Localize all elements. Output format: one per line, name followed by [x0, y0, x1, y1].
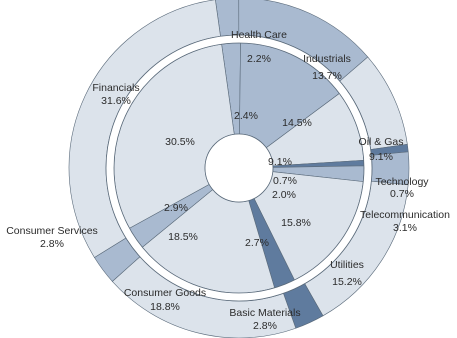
outer-label-industrials-value: 13.7%	[312, 70, 342, 82]
inner-label-oil-and-gas-value: 9.1%	[268, 156, 292, 168]
center-hole	[204, 133, 274, 203]
inner-ring-labels: 2.4% 14.5% 9.1% 0.7% 2.0% 15.8% 2.7% 18.5% 2.9% 3…	[164, 110, 312, 249]
outer-label-oil-and-gas-value: 9.1%	[369, 151, 393, 163]
outer-label-telecommunication-name: Telecommunication	[360, 209, 450, 221]
outer-label-telecommunication-value: 3.1%	[393, 222, 417, 234]
outer-label-consumer-goods-value: 18.8%	[150, 301, 180, 313]
inner-label-financials-value: 30.5%	[165, 136, 195, 148]
inner-label-basic-materials-value: 2.7%	[245, 237, 269, 249]
outer-label-oil-and-gas-name: Oil & Gas	[359, 136, 404, 148]
inner-label-consumer-goods-value: 18.5%	[168, 231, 198, 243]
outer-label-utilities-name: Utilities	[330, 259, 364, 271]
outer-label-consumer-goods-name: Consumer Goods	[124, 287, 206, 299]
inner-label-industrials-value: 14.5%	[282, 117, 312, 129]
outer-label-consumer-services-value: 2.8%	[40, 238, 64, 250]
inner-ring	[105, 34, 373, 302]
outer-label-technology-name: Technology	[375, 176, 429, 188]
ring-separator	[106, 35, 372, 301]
inner-label-consumer-services-value: 2.9%	[164, 202, 188, 214]
inner-label-technology-value: 0.7%	[273, 175, 297, 187]
inner-label-utilities-value: 15.8%	[281, 217, 311, 229]
outer-label-financials-value: 31.6%	[101, 95, 131, 107]
outer-label-consumer-services-name: Consumer Services	[6, 225, 98, 237]
inner-label-health-care-value: 2.4%	[234, 110, 258, 122]
outer-label-utilities-value: 15.2%	[332, 276, 362, 288]
outer-label-health-care-value: 2.2%	[247, 53, 271, 65]
outer-label-health-care-name: Health Care	[231, 29, 287, 41]
outer-label-technology-value: 0.7%	[390, 188, 414, 200]
outer-ring-inner-edge	[105, 34, 373, 302]
outer-label-basic-materials-value: 2.8%	[253, 320, 277, 332]
outer-label-financials-name: Financials	[92, 82, 139, 94]
inner-label-telecommunication-value: 2.0%	[272, 189, 296, 201]
outer-label-industrials-name: Industrials	[303, 53, 351, 65]
outer-label-basic-materials-name: Basic Materials	[229, 307, 300, 319]
outer-ring-labels: Health Care 2.2% Industrials 13.7% Oil & Gas…	[6, 29, 450, 332]
inner-ring-outer-edge	[113, 42, 365, 294]
outer-ring	[68, 0, 410, 338]
